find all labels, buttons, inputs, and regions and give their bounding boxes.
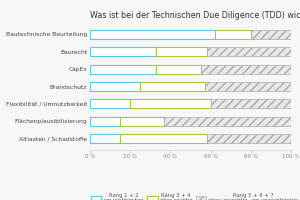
Bar: [251, 30, 291, 39]
Bar: [207, 47, 291, 56]
Bar: [90, 30, 214, 39]
Bar: [130, 99, 211, 108]
Text: Was ist bei der Technischen Due Diligence (TDD) wichtig?: Was ist bei der Technischen Due Diligenc…: [90, 11, 300, 20]
Bar: [90, 134, 120, 143]
Bar: [205, 82, 291, 91]
Bar: [140, 82, 205, 91]
Bar: [120, 117, 164, 126]
Bar: [90, 99, 130, 108]
Bar: [211, 99, 291, 108]
Bar: [90, 82, 140, 91]
Bar: [164, 117, 291, 126]
Bar: [90, 47, 156, 56]
Bar: [156, 47, 207, 56]
Bar: [120, 134, 207, 143]
Bar: [207, 134, 291, 143]
Bar: [156, 65, 201, 74]
Bar: [201, 65, 291, 74]
Bar: [90, 117, 120, 126]
Bar: [90, 65, 156, 74]
Legend: Rang 1 + 2
am wichtigsten, Rang 3 + 4
eher wichtig, Rang 5 + 6 + 7
eher unwichti: Rang 1 + 2 am wichtigsten, Rang 3 + 4 eh…: [88, 190, 300, 200]
Bar: [214, 30, 251, 39]
